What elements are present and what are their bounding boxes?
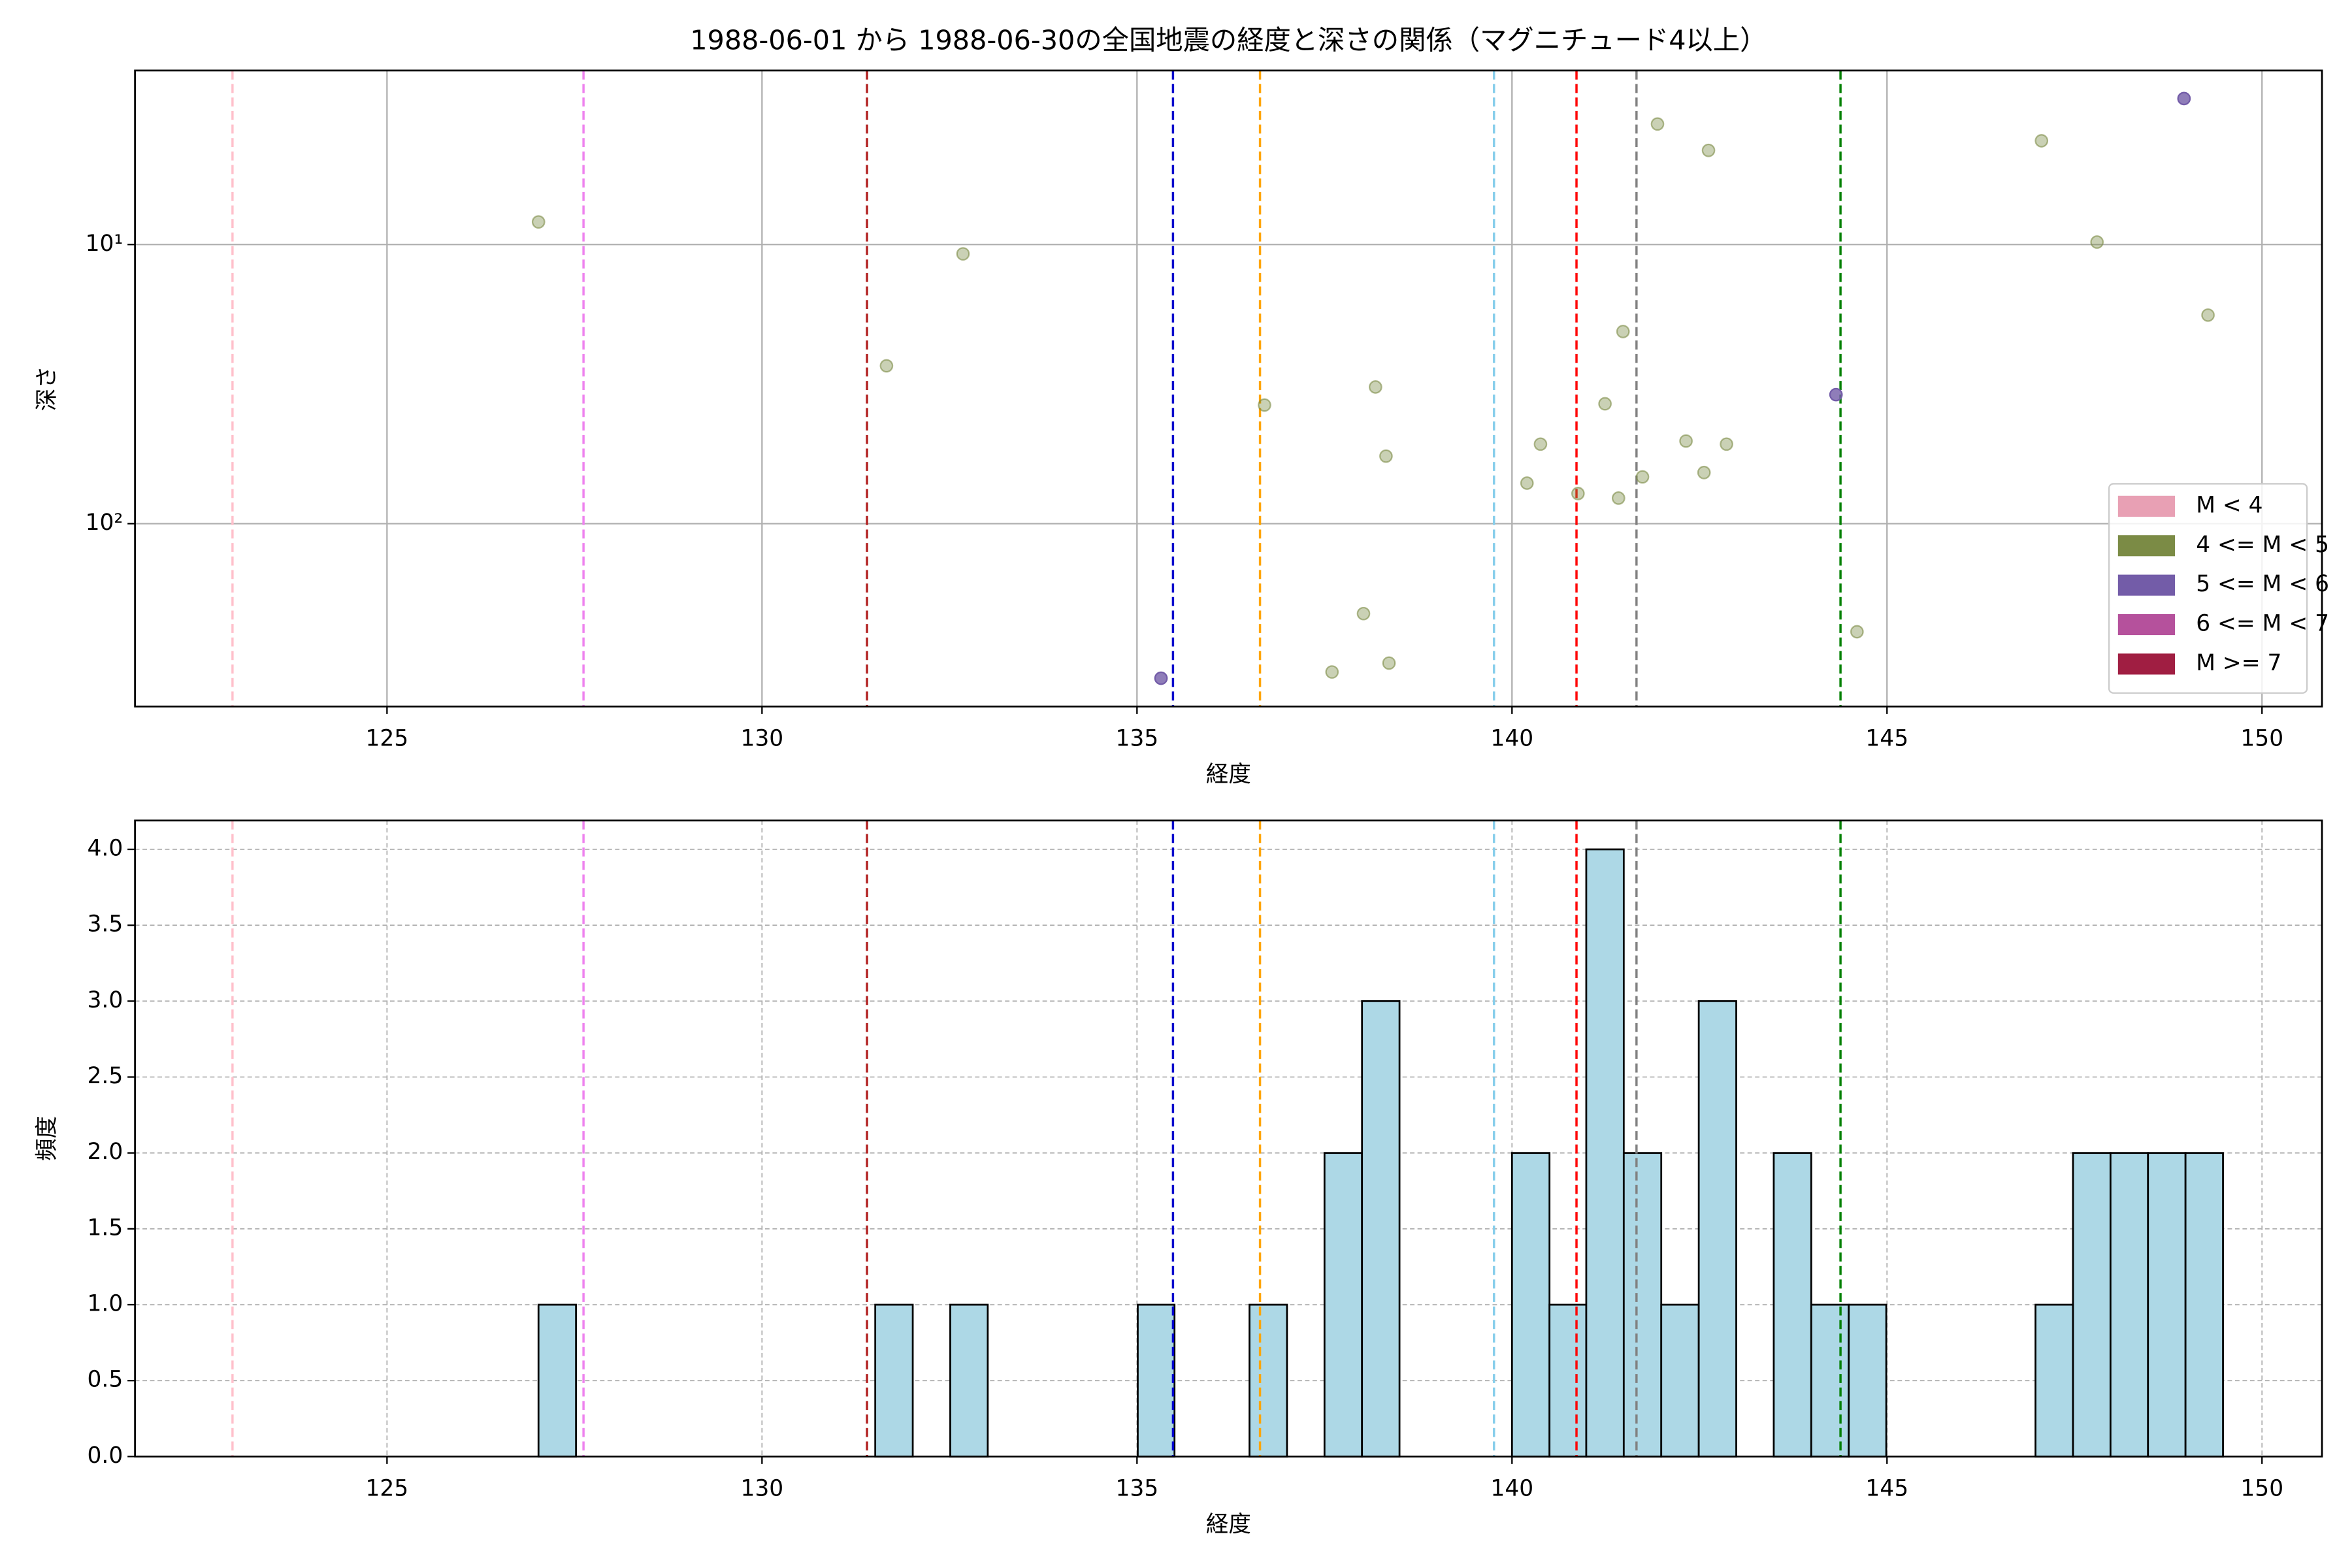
y-tick-label: 1.0 <box>88 1291 123 1317</box>
y-tick-label: 1.5 <box>88 1215 123 1241</box>
scatter-point <box>1611 491 1625 505</box>
scatter-point <box>2034 134 2049 148</box>
x-tick-label: 130 <box>740 725 783 751</box>
scatter-point <box>1356 606 1371 621</box>
scatter-point <box>1701 143 1716 157</box>
legend-label: 5 <= M < 6 <box>2196 571 2329 597</box>
legend: M < 4 4 <= M < 5 5 <= M < 6 6 <= M < 7 M >= … <box>2108 483 2329 694</box>
y-tick-label: 3.5 <box>88 911 123 938</box>
scatter-point <box>1571 487 1585 500</box>
x-tick-label: 150 <box>2240 725 2283 751</box>
histogram-bar <box>1323 1152 1364 1458</box>
legend-swatch <box>2117 613 2176 636</box>
chart-title: 1988-06-01 から 1988-06-30の全国地震の経度と深さの関係（マ… <box>690 24 1767 56</box>
scatter-point <box>1369 380 1382 394</box>
histogram-bar <box>1137 1303 1176 1458</box>
histogram-bar <box>1772 1152 1812 1458</box>
legend-label: M < 4 <box>2196 492 2262 518</box>
x-tick-label: 140 <box>1490 1475 1533 1501</box>
scatter-point <box>2201 308 2215 322</box>
legend-label: 4 <= M < 5 <box>2196 532 2329 558</box>
histogram-bar <box>2072 1152 2112 1458</box>
scatter-point <box>1379 449 1393 463</box>
plot-frame <box>134 819 2323 1458</box>
x-tick-label: 150 <box>2240 1475 2283 1501</box>
histogram-bar <box>1511 1152 1551 1458</box>
x-tick-label: 135 <box>1115 725 1158 751</box>
histogram-bar <box>537 1303 578 1458</box>
histogram-bar <box>949 1303 989 1458</box>
histogram-bar <box>1622 1152 1663 1458</box>
scatter-point <box>2090 235 2104 249</box>
scatter-point <box>531 215 546 229</box>
legend-label: M >= 7 <box>2196 650 2281 676</box>
x-axis-label: 経度 <box>1206 761 1251 787</box>
histogram-bar <box>1697 1000 1737 1458</box>
scatter-point <box>1616 325 1630 338</box>
scatter-point <box>1697 465 1711 480</box>
legend-swatch <box>2117 535 2176 557</box>
x-tick-label: 140 <box>1490 725 1533 751</box>
scatter-point <box>1650 117 1665 131</box>
scatter-point <box>1154 671 1168 685</box>
x-tick-label: 130 <box>740 1475 783 1501</box>
scatter-point <box>1325 665 1339 679</box>
scatter-point <box>1850 625 1864 639</box>
histogram-bar <box>1585 848 1625 1458</box>
y-tick-label: 10² <box>86 510 123 536</box>
histogram-bar <box>2184 1152 2224 1458</box>
y-tick-label: 10¹ <box>86 231 123 257</box>
y-axis-label: 頻度 <box>34 1116 60 1161</box>
y-tick-label: 0.0 <box>88 1443 123 1469</box>
plot-area <box>135 70 2323 707</box>
legend-swatch <box>2117 653 2176 675</box>
histogram-bar <box>2109 1152 2149 1458</box>
plot-area <box>135 820 2323 1457</box>
histogram-bar <box>1361 1000 1401 1458</box>
y-tick-label: 4.0 <box>88 836 123 862</box>
histogram-bar <box>1249 1303 1288 1458</box>
histogram-bar <box>1548 1303 1588 1458</box>
legend-label: 6 <= M < 7 <box>2196 611 2329 637</box>
scatter-point <box>956 247 970 261</box>
scatter-point <box>2177 91 2191 106</box>
legend-swatch <box>2117 495 2176 517</box>
histogram-bar <box>1660 1303 1700 1458</box>
scatter-point <box>1520 476 1534 490</box>
histogram-bar <box>2034 1303 2074 1458</box>
y-tick-label: 2.5 <box>88 1063 123 1089</box>
scatter-point <box>1720 437 1733 451</box>
scatter-point <box>1829 387 1843 402</box>
scatter-point <box>1533 437 1548 451</box>
scatter-point <box>1635 470 1650 484</box>
y-tick-label: 0.5 <box>88 1367 123 1393</box>
scatter-point <box>1679 434 1693 448</box>
plot-frame <box>134 69 2323 708</box>
x-tick-label: 125 <box>365 1475 408 1501</box>
scatter-point <box>1258 398 1271 412</box>
histogram-bar <box>2147 1152 2187 1458</box>
y-tick-label: 3.0 <box>88 987 123 1013</box>
y-tick-label: 2.0 <box>88 1139 123 1165</box>
y-axis-label: 深さ <box>34 366 60 411</box>
x-tick-label: 135 <box>1115 1475 1158 1501</box>
x-tick-label: 145 <box>1865 1475 1908 1501</box>
scatter-point <box>1382 656 1396 670</box>
x-axis-label: 経度 <box>1206 1511 1251 1537</box>
histogram-bar <box>874 1303 914 1458</box>
x-tick-label: 125 <box>365 725 408 751</box>
scatter-point <box>879 359 894 373</box>
x-tick-label: 145 <box>1865 725 1908 751</box>
histogram-bar <box>1810 1303 1850 1458</box>
scatter-point <box>1598 397 1612 411</box>
legend-swatch <box>2117 574 2176 596</box>
histogram-bar <box>1848 1303 1887 1458</box>
